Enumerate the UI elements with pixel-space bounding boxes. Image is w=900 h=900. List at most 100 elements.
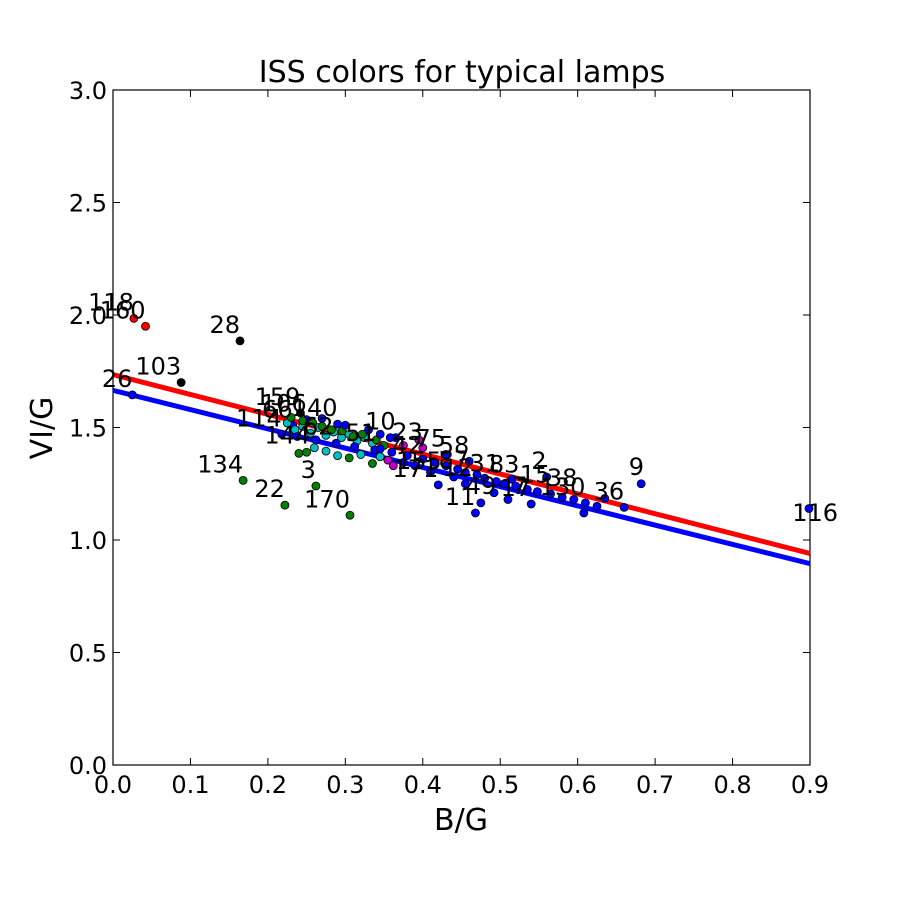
data-point [292, 432, 302, 441]
point-label: 51 [346, 419, 377, 447]
data-point [399, 457, 408, 467]
point-label: 75 [415, 425, 446, 453]
point-label: 3 [301, 456, 316, 484]
data-point [298, 416, 308, 426]
data-point [476, 498, 486, 508]
point-label: 103 [135, 353, 181, 381]
data-point [460, 479, 470, 489]
data-point [286, 412, 296, 422]
y-tick-label: 0.0 [69, 752, 107, 780]
point-label: 114 [236, 404, 282, 432]
data-point [592, 501, 602, 511]
y-tick-label: 3.0 [69, 77, 107, 105]
data-point [321, 430, 331, 440]
data-point [472, 470, 482, 480]
data-point [176, 378, 186, 387]
point-label: 11 [445, 483, 476, 511]
data-point [311, 435, 321, 445]
data-point [418, 454, 428, 464]
point-label: 134 [197, 450, 243, 478]
point-label: 118 [88, 288, 134, 316]
data-point [557, 492, 567, 502]
data-point [368, 459, 377, 468]
data-point [522, 484, 532, 494]
data-point [489, 488, 499, 498]
y-tick-label: 2.5 [69, 190, 107, 218]
point-label: 66 [262, 395, 293, 423]
data-point [280, 500, 290, 510]
data-point [414, 435, 424, 445]
point-label: 170 [304, 485, 350, 513]
y-tick-label: 1.5 [69, 415, 107, 443]
point-label: 87 [438, 446, 469, 474]
data-point [402, 451, 412, 461]
data-point [333, 451, 342, 461]
data-point [344, 453, 354, 463]
data-point [546, 489, 555, 499]
data-point [306, 428, 315, 438]
x-tick-label: 0.7 [636, 771, 674, 799]
data-point [526, 499, 536, 509]
point-label: 31 [469, 449, 500, 477]
point-label: 58 [439, 431, 470, 459]
point-label: 42 [392, 431, 423, 459]
x-tick-label: 0.0 [94, 771, 132, 799]
point-label: 155 [396, 447, 442, 475]
point-label: 22 [254, 475, 285, 503]
fit-line-blue [112, 387, 811, 567]
data-point [619, 502, 629, 512]
y-axis-ticks: 0.0 0.5 1.0 1.5 2.0 2.5 3.0 [69, 77, 810, 780]
point-label: 26 [102, 365, 133, 393]
y-tick-label: 0.5 [69, 640, 107, 668]
data-point [356, 450, 366, 459]
data-point [569, 495, 579, 504]
data-point [385, 433, 395, 443]
point-label: 36 [594, 477, 625, 505]
data-point [345, 510, 355, 520]
point-label: 116 [792, 499, 838, 527]
data-point [348, 432, 358, 441]
x-tick-label: 0.8 [713, 771, 751, 799]
data-point [383, 455, 393, 465]
point-label: 15 [520, 461, 551, 489]
data-point [453, 464, 463, 474]
y-axis-label: VI/G [25, 397, 60, 460]
data-point [480, 473, 490, 483]
point-label: 171 [392, 455, 438, 483]
data-point [129, 313, 139, 323]
x-tick-label: 0.5 [481, 771, 519, 799]
fit-lines [112, 372, 811, 567]
y-tick-label: 1.0 [69, 527, 107, 555]
data-point [375, 452, 385, 462]
data-point [507, 474, 517, 484]
point-label: 9 [629, 453, 644, 481]
data-point [277, 429, 287, 439]
x-tick-label: 0.6 [559, 771, 597, 799]
point-label: 83 [489, 451, 520, 479]
data-point [471, 508, 480, 518]
point-label: 140 [292, 394, 338, 422]
data-point [426, 468, 435, 477]
point-label: 62 [303, 412, 334, 440]
data-point [804, 504, 814, 513]
point-label: 10 [365, 408, 396, 436]
point-label: 106 [261, 390, 307, 418]
data-point [317, 414, 327, 423]
data-point [499, 479, 509, 489]
point-label: 49 [466, 472, 497, 500]
data-point [311, 481, 321, 491]
point-label: 23 [392, 418, 423, 446]
chart-title: ISS colors for typical lamps [259, 55, 666, 90]
data-point [388, 461, 398, 471]
point-label: 130 [540, 473, 586, 501]
data-point [375, 444, 385, 454]
data-point [296, 408, 305, 418]
data-point [429, 457, 439, 467]
data-point [636, 479, 646, 489]
data-point [357, 429, 367, 439]
x-axis-label: B/G [434, 803, 488, 838]
data-point [326, 425, 336, 435]
x-tick-label: 0.3 [326, 771, 364, 799]
